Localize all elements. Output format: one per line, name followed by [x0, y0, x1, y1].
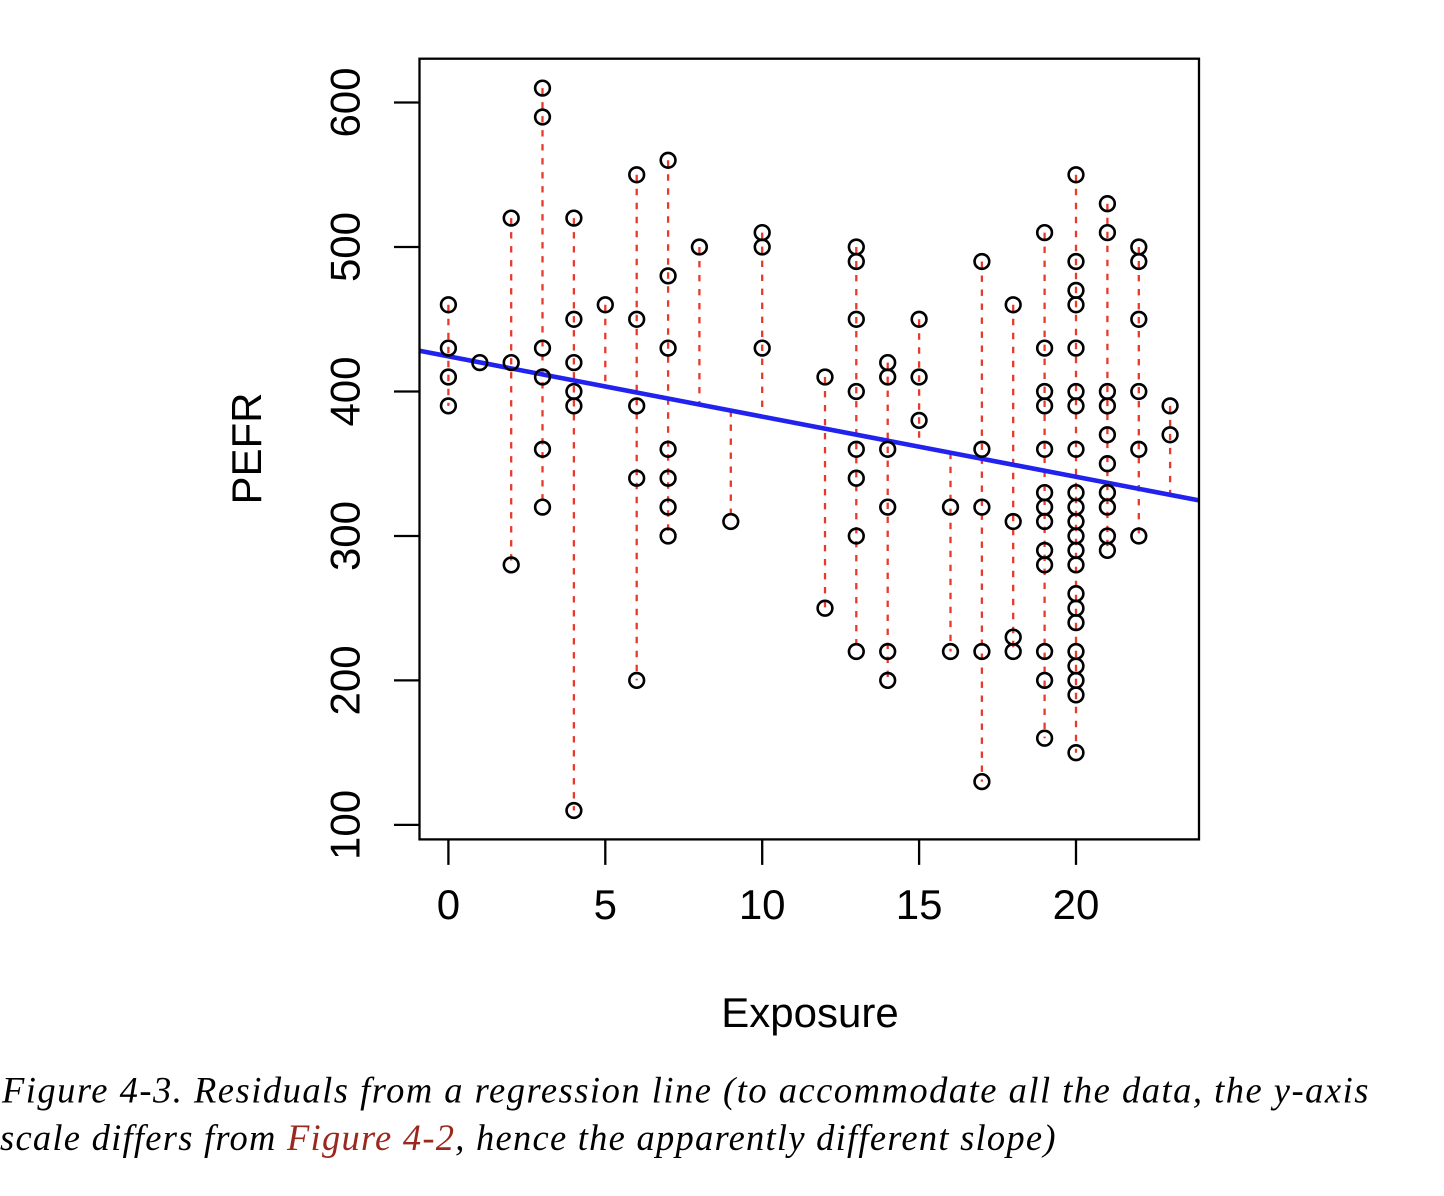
svg-text:0: 0 — [437, 881, 460, 928]
svg-text:PEFR: PEFR — [223, 392, 270, 504]
svg-text:20: 20 — [1053, 881, 1100, 928]
svg-text:300: 300 — [322, 501, 369, 571]
svg-text:600: 600 — [322, 67, 369, 137]
svg-text:10: 10 — [739, 881, 786, 928]
svg-text:5: 5 — [594, 881, 617, 928]
svg-text:scale differs from Figure 4-2,: scale differs from Figure 4-2, hence the… — [0, 1117, 1057, 1158]
svg-text:Figure 4-3. Residuals from a r: Figure 4-3. Residuals from a regression … — [1, 1070, 1370, 1111]
svg-text:400: 400 — [322, 356, 369, 426]
svg-text:500: 500 — [322, 212, 369, 282]
svg-text:200: 200 — [322, 645, 369, 715]
svg-text:15: 15 — [896, 881, 943, 928]
svg-text:100: 100 — [322, 790, 369, 860]
svg-text:Exposure: Exposure — [721, 989, 898, 1036]
